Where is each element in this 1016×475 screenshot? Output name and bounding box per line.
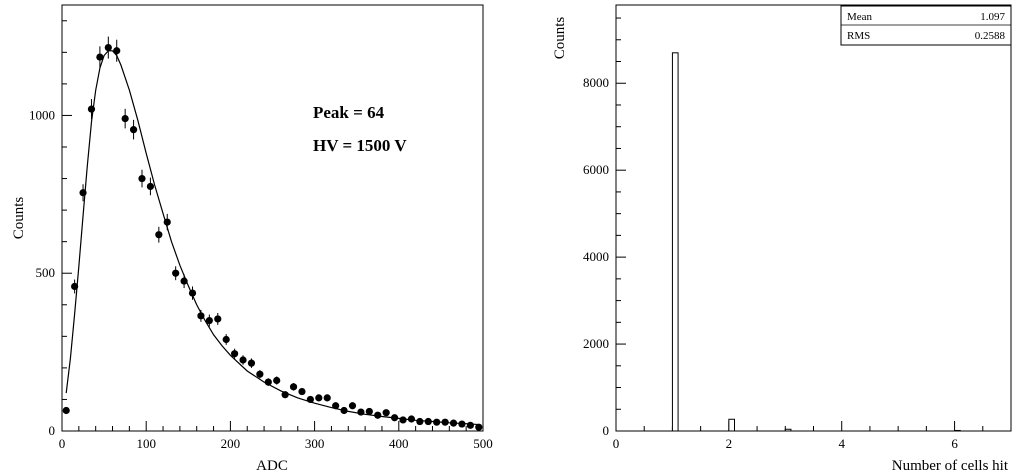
left-data-point bbox=[441, 418, 449, 426]
right-x-tick-label: 2 bbox=[726, 436, 733, 451]
stats-rms-label: RMS bbox=[847, 30, 870, 42]
left-data-point bbox=[71, 282, 79, 291]
left-data-points bbox=[62, 44, 483, 431]
left-data-point bbox=[87, 105, 96, 113]
left-data-point bbox=[222, 335, 230, 344]
left-annotation-peak: Peak = 64 bbox=[313, 103, 385, 122]
left-data-point bbox=[172, 269, 180, 277]
left-data-point bbox=[273, 376, 281, 385]
left-error-bars bbox=[65, 36, 480, 429]
left-data-point bbox=[357, 408, 365, 416]
left-data-point bbox=[79, 189, 87, 197]
right-y-axis-label: Counts bbox=[552, 17, 568, 60]
left-data-point bbox=[146, 182, 155, 191]
left-y-tick-label: 500 bbox=[36, 265, 56, 280]
left-x-tick-label: 0 bbox=[59, 436, 66, 451]
left-data-point bbox=[407, 415, 416, 423]
left-data-point bbox=[281, 391, 289, 399]
stats-mean-label: Mean bbox=[847, 11, 873, 23]
left-annotation-hv: HV = 1500 V bbox=[313, 136, 407, 155]
left-data-point bbox=[121, 115, 129, 123]
right-axis-ticks bbox=[615, 17, 984, 432]
left-x-tick-label: 300 bbox=[305, 436, 325, 451]
right-x-axis-label: Number of cells hit bbox=[892, 458, 1009, 474]
left-data-point bbox=[340, 406, 348, 415]
left-data-point bbox=[323, 394, 331, 402]
left-data-point bbox=[315, 394, 323, 402]
left-data-point bbox=[348, 402, 357, 410]
left-data-point bbox=[390, 414, 399, 422]
left-y-tick-label: 1000 bbox=[29, 107, 55, 122]
stats-box-frame bbox=[840, 5, 1012, 46]
left-data-point bbox=[365, 407, 373, 416]
left-data-point bbox=[163, 218, 171, 226]
right-y-tick-label: 4000 bbox=[583, 249, 609, 264]
left-data-point bbox=[298, 387, 306, 396]
left-data-point bbox=[197, 312, 205, 320]
left-x-tick-label: 500 bbox=[473, 436, 493, 451]
right-y-tick-label: 8000 bbox=[583, 75, 609, 90]
right-tick-labels: 0 2 4 6 0 2000 4000 6000 8000 bbox=[583, 75, 958, 451]
left-data-point bbox=[399, 416, 407, 424]
left-data-point bbox=[374, 411, 382, 419]
right-histogram-bar bbox=[671, 52, 679, 432]
left-y-axis-label: Counts bbox=[11, 197, 27, 240]
right-y-tick-label: 0 bbox=[603, 423, 610, 438]
left-data-point bbox=[256, 370, 264, 378]
stats-box: Mean 1.097 RMS 0.2588 bbox=[840, 5, 1012, 46]
left-data-point bbox=[247, 359, 256, 367]
left-chart: 0 100 200 300 400 500 0 500 1000 Peak = 64 HV = … bbox=[11, 4, 493, 474]
right-histogram-bar bbox=[954, 429, 961, 432]
right-x-tick-label: 0 bbox=[613, 436, 620, 451]
right-x-tick-label: 6 bbox=[951, 436, 958, 451]
left-data-point bbox=[449, 419, 458, 427]
left-data-point bbox=[62, 406, 70, 415]
left-plot-frame bbox=[61, 4, 484, 432]
left-data-point bbox=[382, 409, 390, 417]
right-histogram-bars bbox=[671, 52, 961, 432]
left-data-point bbox=[188, 289, 197, 297]
stats-mean-value: 1.097 bbox=[980, 11, 1005, 23]
left-data-point bbox=[289, 383, 298, 391]
left-tick-labels: 0 100 200 300 400 500 0 500 1000 bbox=[29, 107, 493, 451]
left-y-tick-label: 0 bbox=[49, 423, 56, 438]
stats-rms-value: 0.2588 bbox=[975, 30, 1006, 42]
left-data-point bbox=[155, 231, 163, 239]
left-data-point bbox=[424, 417, 432, 426]
left-data-point bbox=[96, 53, 104, 61]
left-data-point bbox=[458, 420, 466, 428]
left-data-point bbox=[205, 316, 213, 325]
left-data-point bbox=[306, 395, 314, 404]
left-data-point bbox=[138, 174, 146, 183]
left-data-point bbox=[332, 402, 340, 410]
left-x-axis-label: ADC bbox=[256, 458, 288, 474]
left-axis-ticks bbox=[61, 20, 484, 432]
left-data-point bbox=[239, 356, 247, 364]
left-data-point bbox=[433, 418, 441, 426]
left-data-point bbox=[180, 277, 188, 285]
left-x-tick-label: 100 bbox=[136, 436, 156, 451]
left-data-point bbox=[264, 378, 272, 386]
left-data-point bbox=[104, 44, 112, 52]
left-data-point bbox=[475, 423, 483, 431]
left-data-point bbox=[129, 126, 138, 134]
left-data-point bbox=[466, 421, 474, 429]
right-histogram-bar bbox=[728, 418, 735, 432]
left-data-point bbox=[214, 315, 222, 323]
left-x-tick-label: 200 bbox=[221, 436, 241, 451]
left-data-point bbox=[113, 47, 121, 55]
left-data-point bbox=[416, 417, 424, 426]
left-data-point bbox=[231, 350, 239, 358]
right-y-tick-label: 6000 bbox=[583, 162, 609, 177]
right-y-tick-label: 2000 bbox=[583, 336, 609, 351]
left-fit-curve bbox=[65, 50, 481, 426]
right-histogram-bar bbox=[784, 428, 792, 432]
left-x-tick-label: 400 bbox=[389, 436, 409, 451]
right-x-tick-label: 4 bbox=[838, 436, 845, 451]
right-chart: 0 2 4 6 0 2000 4000 6000 8000 Number of cells hi… bbox=[552, 4, 1012, 474]
